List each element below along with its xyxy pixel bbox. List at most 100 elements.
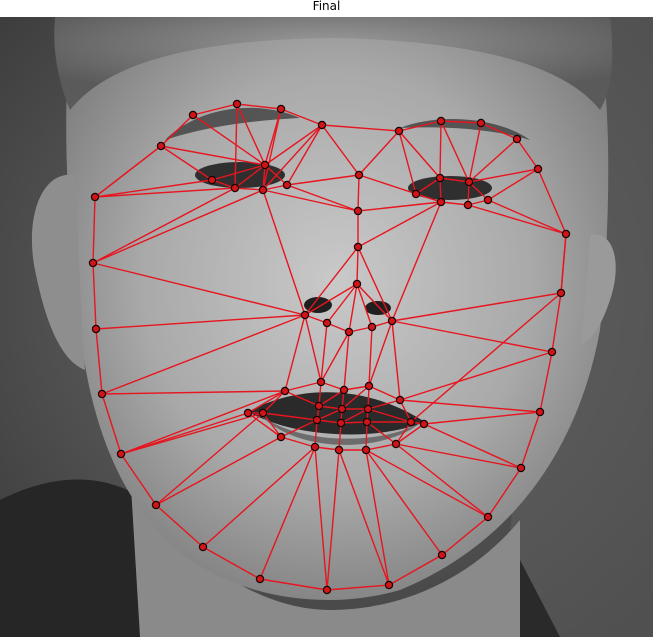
landmark-point: [547, 347, 557, 357]
landmark-point: [260, 160, 270, 170]
landmark-point: [91, 324, 101, 334]
mesh-edge: [358, 174, 442, 203]
landmark-point: [314, 401, 324, 411]
mesh-edge: [338, 422, 342, 451]
landmark-point: [88, 258, 98, 268]
mesh-edge: [101, 314, 306, 395]
mesh-edge: [321, 124, 400, 132]
mesh-edge: [314, 446, 328, 591]
mesh-edge: [338, 449, 390, 586]
landmark-point: [116, 449, 126, 459]
mesh-edge: [439, 120, 442, 179]
mesh-edge: [410, 292, 562, 423]
mesh-edge: [286, 174, 360, 186]
mesh-edge: [357, 246, 393, 322]
landmark-point: [151, 500, 161, 510]
mesh-edge: [280, 436, 316, 448]
mesh-edge: [340, 421, 368, 424]
landmark-point: [353, 206, 363, 216]
mesh-edge: [284, 381, 322, 392]
right-nostril: [365, 301, 391, 315]
mesh-edge: [101, 393, 122, 455]
mesh-edge: [94, 145, 162, 198]
landmark-point: [352, 279, 362, 289]
mesh-edge: [395, 443, 522, 469]
landmark-point: [406, 417, 416, 427]
landmark-point: [512, 134, 522, 144]
mesh-edge: [423, 411, 541, 425]
mesh-edge: [160, 145, 266, 166]
landmark-point: [337, 404, 347, 414]
landmark-point: [230, 183, 240, 193]
mesh-edge: [94, 187, 236, 198]
mesh-edge: [234, 164, 266, 189]
mesh-edge: [304, 283, 358, 316]
right-eyebrow: [400, 118, 530, 140]
mesh-edge: [440, 120, 470, 183]
landmark-point: [354, 170, 364, 180]
landmark-point: [322, 585, 332, 595]
landmark-point: [535, 407, 545, 417]
landmark-point: [258, 185, 268, 195]
mesh-edge: [247, 412, 282, 438]
mesh-edge: [262, 412, 282, 438]
face-photo-panel: [0, 17, 653, 637]
mesh-edge: [520, 411, 541, 469]
landmark-point: [353, 242, 363, 252]
mesh-edge: [318, 389, 345, 407]
mesh-edge: [365, 449, 390, 586]
mesh-edge: [388, 554, 443, 586]
mesh-edge: [326, 584, 390, 591]
mesh-edge: [192, 114, 266, 166]
mesh-edge: [487, 199, 567, 235]
mesh-edge: [304, 314, 322, 383]
mesh-edge: [395, 421, 412, 445]
landmark-point: [391, 439, 401, 449]
landmark-point: [276, 104, 286, 114]
mesh-edge: [316, 408, 343, 421]
landmark-point: [317, 120, 327, 130]
landmark-point: [90, 192, 100, 202]
mesh-edge: [262, 189, 306, 316]
mesh-edge: [357, 201, 442, 248]
landmark-point: [97, 389, 107, 399]
landmark-point: [435, 173, 445, 183]
mesh-edge: [368, 385, 401, 401]
mesh-edge: [314, 419, 318, 448]
landmark-point: [322, 318, 332, 328]
mesh-edge: [92, 262, 306, 316]
landmark-point: [483, 195, 493, 205]
mesh-edge: [92, 187, 236, 264]
left-eyebrow: [165, 107, 300, 140]
mesh-edge: [480, 122, 518, 140]
landmark-point: [395, 395, 405, 405]
landmark-point: [339, 385, 349, 395]
mesh-edge: [211, 164, 266, 181]
left-ear: [31, 174, 85, 370]
mesh-edge: [539, 351, 553, 413]
hair: [54, 17, 613, 110]
mesh-edge: [365, 443, 397, 451]
mesh-edge: [236, 103, 282, 110]
mesh-edge: [326, 283, 358, 324]
landmark-point: [533, 164, 543, 174]
mesh-edge: [516, 138, 539, 170]
landmark-point: [258, 408, 268, 418]
mesh-edge: [284, 314, 306, 392]
mesh-edge: [439, 177, 470, 183]
mesh-edge: [343, 385, 370, 391]
landmark-point: [364, 381, 374, 391]
mesh-edge: [155, 436, 282, 506]
mesh-edge: [440, 120, 482, 124]
landmark-point: [207, 175, 217, 185]
mesh-edge: [366, 421, 397, 445]
landmark-point: [300, 310, 310, 320]
mesh-edge: [365, 421, 368, 451]
landmark-point: [198, 542, 208, 552]
mesh-edge: [560, 233, 567, 294]
mesh-edge: [262, 124, 323, 191]
mesh-edge: [365, 449, 489, 518]
landmark-point: [232, 99, 242, 109]
mesh-edge: [395, 423, 425, 445]
mesh-edge: [399, 399, 541, 413]
